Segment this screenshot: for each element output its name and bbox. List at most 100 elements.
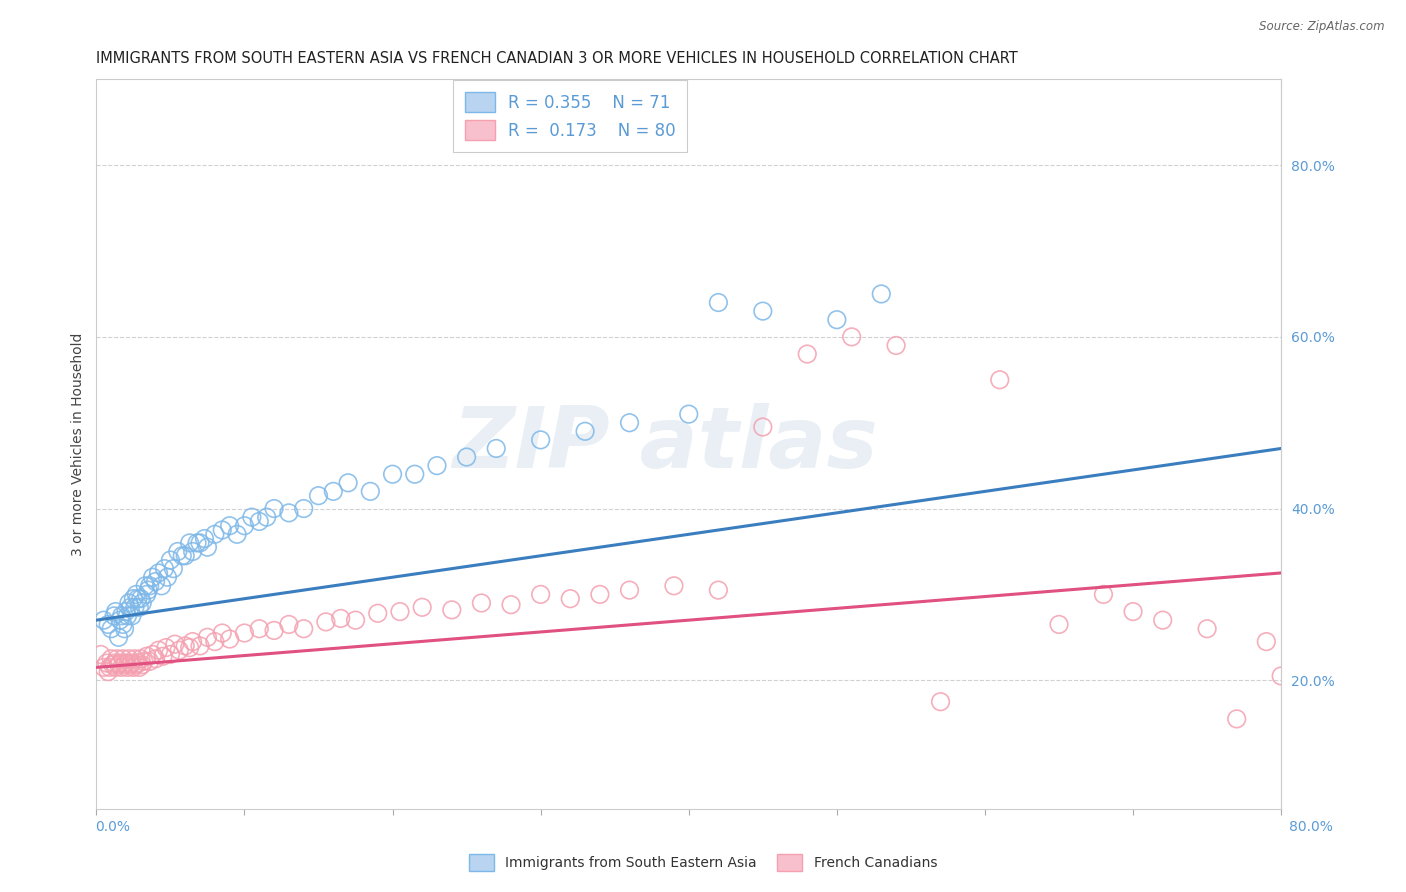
Point <box>148 643 170 657</box>
Point <box>186 536 208 550</box>
Point <box>988 373 1011 387</box>
Point <box>1270 669 1292 683</box>
Point <box>197 540 219 554</box>
Point <box>153 561 176 575</box>
Point <box>103 656 125 670</box>
Point <box>884 338 907 352</box>
Point <box>105 652 128 666</box>
Point <box>155 640 177 655</box>
Point <box>388 605 411 619</box>
Point <box>204 527 226 541</box>
Point <box>263 501 285 516</box>
Point <box>277 617 299 632</box>
Point <box>619 583 641 598</box>
Point <box>114 622 136 636</box>
Point <box>218 518 240 533</box>
Point <box>145 574 167 589</box>
Point <box>156 570 179 584</box>
Point <box>485 442 508 456</box>
Point <box>131 596 153 610</box>
Point <box>1122 605 1144 619</box>
Point <box>97 617 120 632</box>
Point <box>120 600 142 615</box>
Point <box>1226 712 1249 726</box>
Point <box>104 605 127 619</box>
Point <box>134 579 156 593</box>
Point <box>142 648 165 662</box>
Point <box>129 652 152 666</box>
Point <box>218 632 240 646</box>
Point <box>148 566 170 580</box>
Point <box>138 579 160 593</box>
Point <box>162 561 184 575</box>
Point <box>411 600 433 615</box>
Point <box>100 622 122 636</box>
Point <box>100 652 122 666</box>
Point <box>135 649 157 664</box>
Point <box>159 553 181 567</box>
Point <box>263 624 285 638</box>
Point <box>129 591 152 606</box>
Point <box>124 652 146 666</box>
Point <box>308 489 330 503</box>
Point <box>211 523 233 537</box>
Point <box>1047 617 1070 632</box>
Point <box>121 656 143 670</box>
Legend: R = 0.355    N = 71, R =  0.173    N = 80: R = 0.355 N = 71, R = 0.173 N = 80 <box>453 80 688 152</box>
Point <box>456 450 478 464</box>
Point <box>277 506 299 520</box>
Point <box>233 518 256 533</box>
Point <box>181 634 204 648</box>
Point <box>150 579 173 593</box>
Point <box>103 608 125 623</box>
Point <box>188 639 211 653</box>
Point <box>111 652 134 666</box>
Point <box>131 657 153 672</box>
Point <box>93 660 115 674</box>
Point <box>127 591 149 606</box>
Point <box>110 608 132 623</box>
Point <box>404 467 426 482</box>
Legend: Immigrants from South Eastern Asia, French Canadians: Immigrants from South Eastern Asia, Fren… <box>464 848 942 876</box>
Point <box>179 640 201 655</box>
Point <box>181 544 204 558</box>
Point <box>111 617 134 632</box>
Point <box>169 643 191 657</box>
Point <box>174 639 197 653</box>
Point <box>172 549 194 563</box>
Point <box>128 660 150 674</box>
Point <box>107 657 129 672</box>
Point <box>752 420 775 434</box>
Point <box>662 579 685 593</box>
Point <box>329 611 352 625</box>
Point <box>163 637 186 651</box>
Point <box>138 654 160 668</box>
Point <box>233 626 256 640</box>
Point <box>211 626 233 640</box>
Point <box>125 657 148 672</box>
Point <box>841 330 863 344</box>
Point <box>135 587 157 601</box>
Point <box>115 656 138 670</box>
Point <box>426 458 449 473</box>
Point <box>174 549 197 563</box>
Point <box>145 652 167 666</box>
Point <box>530 587 553 601</box>
Point <box>108 613 131 627</box>
Point <box>117 608 139 623</box>
Point <box>136 583 159 598</box>
Point <box>122 660 145 674</box>
Point <box>315 615 337 629</box>
Point <box>574 425 596 439</box>
Point <box>752 304 775 318</box>
Point <box>707 583 730 598</box>
Text: IMMIGRANTS FROM SOUTH EASTERN ASIA VS FRENCH CANADIAN 3 OR MORE VEHICLES IN HOUS: IMMIGRANTS FROM SOUTH EASTERN ASIA VS FR… <box>97 51 1018 66</box>
Point <box>108 656 131 670</box>
Y-axis label: 3 or more Vehicles in Household: 3 or more Vehicles in Household <box>72 333 86 556</box>
Point <box>122 591 145 606</box>
Point <box>142 570 165 584</box>
Point <box>110 660 132 674</box>
Point <box>118 596 141 610</box>
Point <box>870 287 893 301</box>
Point <box>98 660 121 674</box>
